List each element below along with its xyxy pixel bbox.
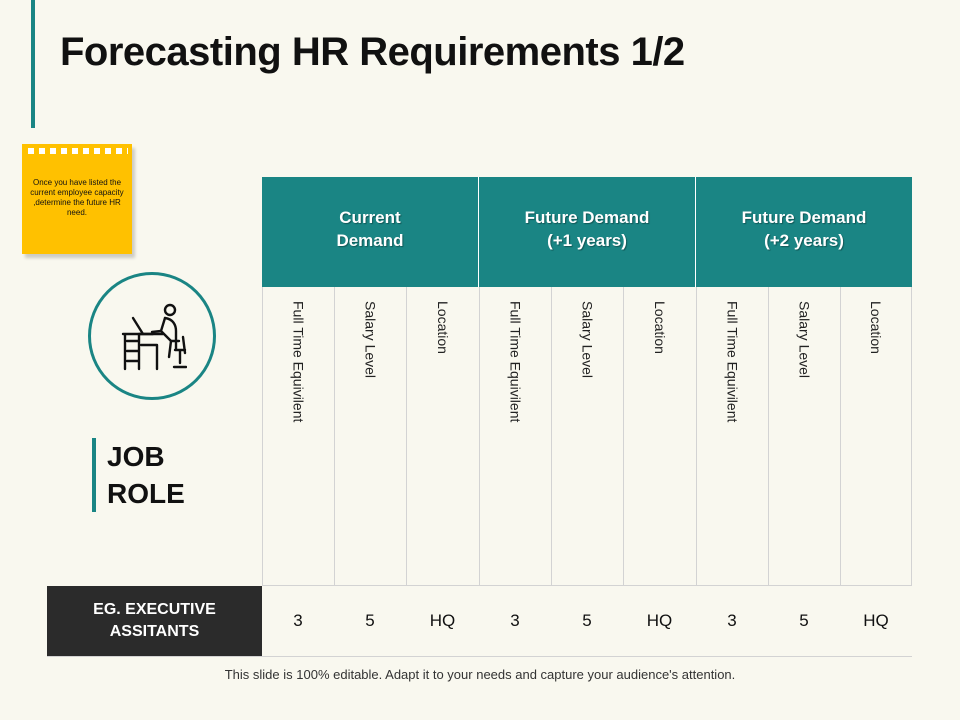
subheader-column: Location [840, 287, 912, 585]
table-cell: 3 [727, 611, 737, 630]
header-current-demand: Current Demand [262, 177, 478, 287]
title-accent-bar [31, 0, 35, 128]
table-bottom-border [47, 656, 912, 657]
subheader-label: Location [435, 301, 451, 354]
footer-caption: This slide is 100% editable. Adapt it to… [224, 667, 736, 682]
table-row-divider [262, 585, 912, 586]
row-label-text: EG. EXECUTIVE ASSITANTS [93, 601, 216, 640]
header-future-demand-2-label: Future Demand (+2 years) [741, 208, 867, 250]
header-divider [695, 177, 696, 287]
subheader-column: Full Time Equivilent [479, 287, 551, 585]
subheader-column: Salary Level [334, 287, 406, 585]
subheader-label: Location [868, 301, 884, 354]
slide-title: Forecasting HR Requirements 1/2 [60, 30, 685, 74]
sticky-note-perforation [28, 148, 128, 154]
subheader-column: Location [406, 287, 479, 585]
table-cell: 5 [799, 611, 809, 630]
subheader-label: Full Time Equivilent [507, 301, 524, 423]
table-cell: 3 [293, 611, 303, 630]
subheader-column: Full Time Equivilent [696, 287, 768, 585]
subheader-label: Location [652, 301, 668, 354]
subheader-label: Salary Level [362, 301, 379, 379]
job-icon-circle [88, 272, 216, 400]
header-future-demand-1: Future Demand (+1 years) [479, 177, 695, 287]
subheader-column: Full Time Equivilent [262, 287, 334, 585]
table-cell: HQ [863, 611, 889, 630]
job-role-accent-bar [92, 438, 96, 512]
subheader-column: Salary Level [768, 287, 840, 585]
job-role-label: JOB ROLE [107, 441, 185, 509]
subheader-label: Salary Level [579, 301, 596, 379]
subheader-column: Salary Level [551, 287, 623, 585]
table-cell: HQ [646, 611, 673, 630]
header-current-demand-label: Current Demand [336, 208, 404, 250]
person-at-desk-icon [121, 303, 187, 371]
subheader-label: Salary Level [796, 301, 813, 379]
sticky-note: Once you have listed the current employe… [22, 144, 132, 254]
subheader-label: Full Time Equivilent [724, 301, 741, 423]
table-cell: HQ [429, 611, 456, 630]
table-cell: 5 [365, 611, 375, 630]
sticky-note-text: Once you have listed the current employe… [30, 178, 124, 217]
header-future-demand-2: Future Demand (+2 years) [696, 177, 912, 287]
subheader-label: Full Time Equivilent [290, 301, 307, 423]
row-label-executive-assistants: EG. EXECUTIVE ASSITANTS [47, 586, 262, 656]
table-cell: 3 [510, 611, 520, 630]
table-cell: 5 [582, 611, 592, 630]
header-future-demand-1-label: Future Demand (+1 years) [524, 208, 650, 250]
header-divider [478, 177, 479, 287]
subheader-column: Location [623, 287, 696, 585]
